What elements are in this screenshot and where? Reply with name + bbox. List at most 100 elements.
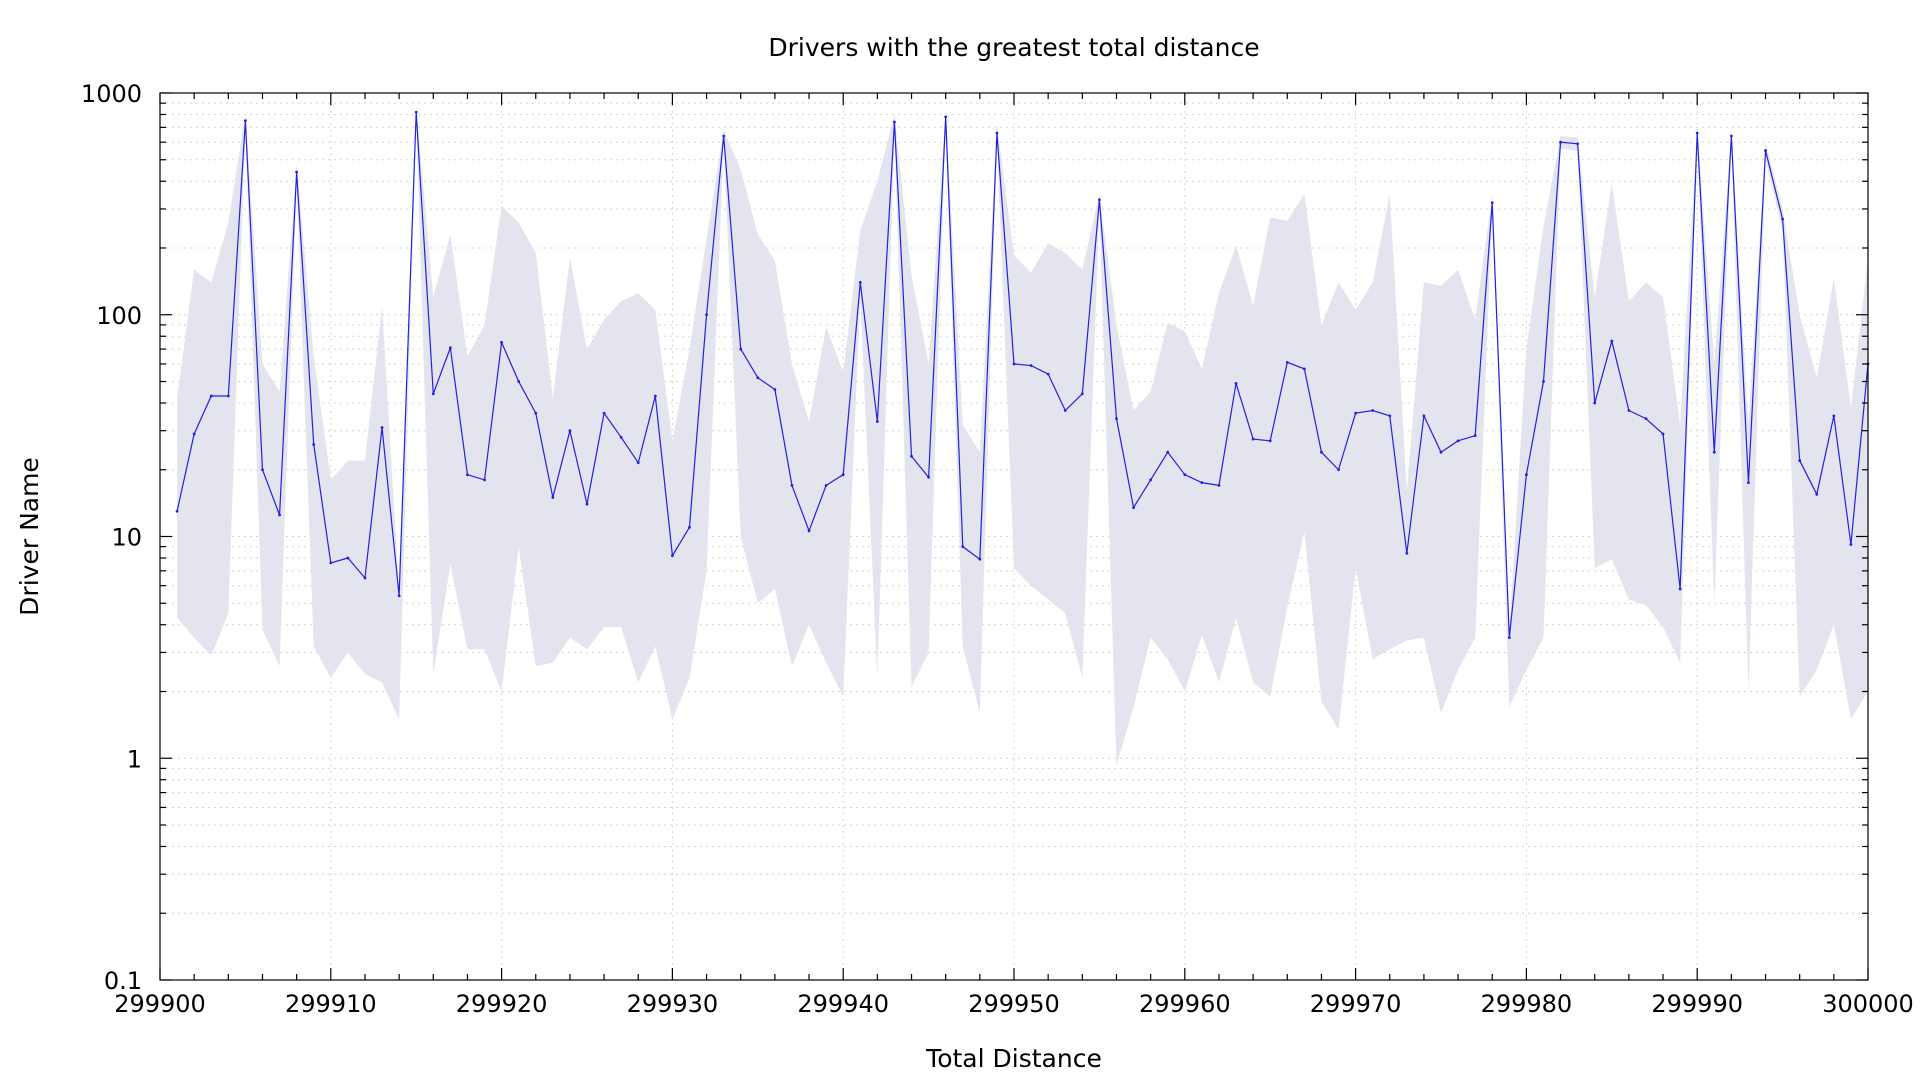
data-point bbox=[1098, 198, 1101, 202]
data-point bbox=[431, 392, 435, 396]
data-point bbox=[1388, 414, 1392, 418]
x-tick-label: 299990 bbox=[1651, 990, 1743, 1018]
x-tick-label: 299970 bbox=[1310, 990, 1402, 1018]
data-point bbox=[1729, 134, 1733, 138]
data-point bbox=[1456, 439, 1460, 443]
data-point bbox=[1695, 131, 1699, 135]
data-point bbox=[739, 347, 743, 351]
data-point bbox=[1559, 140, 1562, 144]
y-axis-title: Driver Name bbox=[15, 457, 44, 616]
data-point bbox=[1764, 149, 1767, 152]
data-point bbox=[619, 435, 623, 439]
data-point bbox=[483, 478, 486, 482]
data-point bbox=[995, 131, 999, 135]
x-axis-title: Total Distance bbox=[925, 1044, 1102, 1073]
data-point bbox=[1781, 217, 1784, 221]
data-point bbox=[756, 376, 760, 380]
data-point bbox=[944, 115, 948, 119]
data-point bbox=[1234, 382, 1238, 385]
data-point bbox=[1422, 414, 1426, 418]
data-point bbox=[636, 461, 640, 465]
x-tick-label: 299960 bbox=[1139, 990, 1231, 1018]
data-point bbox=[875, 420, 879, 423]
data-point bbox=[568, 429, 572, 433]
data-point bbox=[209, 394, 213, 398]
data-point bbox=[1251, 437, 1255, 441]
axis-ticks bbox=[159, 92, 1869, 981]
data-point bbox=[1593, 401, 1597, 405]
data-point bbox=[688, 525, 691, 529]
data-point bbox=[1200, 481, 1204, 485]
data-point bbox=[551, 496, 555, 499]
y-tick-label: 100 bbox=[96, 302, 142, 330]
data-point bbox=[1747, 481, 1750, 485]
x-tick-label: 299920 bbox=[456, 990, 548, 1018]
data-point bbox=[1473, 434, 1477, 438]
data-point bbox=[824, 484, 828, 487]
data-point bbox=[1507, 636, 1511, 639]
chart-title: Drivers with the greatest total distance bbox=[768, 33, 1259, 62]
data-point bbox=[278, 513, 281, 517]
data-point bbox=[363, 576, 367, 580]
data-point bbox=[414, 110, 418, 114]
data-point bbox=[1029, 364, 1033, 367]
data-point bbox=[1268, 439, 1272, 443]
data-point bbox=[500, 341, 503, 344]
data-point bbox=[346, 556, 350, 560]
data-point bbox=[927, 475, 930, 479]
data-point bbox=[858, 280, 862, 284]
data-point bbox=[1712, 450, 1716, 454]
data-point bbox=[448, 346, 452, 350]
x-tick-label: 299930 bbox=[627, 990, 719, 1018]
data-point bbox=[175, 509, 179, 513]
data-point bbox=[1149, 478, 1153, 482]
data-point bbox=[534, 411, 538, 415]
data-point bbox=[295, 170, 299, 174]
data-point bbox=[397, 594, 401, 598]
data-point bbox=[1661, 432, 1665, 436]
data-point bbox=[1678, 587, 1682, 591]
data-point bbox=[1217, 484, 1221, 487]
data-point bbox=[1354, 411, 1357, 415]
data-point bbox=[1183, 473, 1187, 477]
data-point bbox=[312, 443, 316, 446]
data-point bbox=[1012, 362, 1016, 366]
data-point bbox=[585, 502, 589, 506]
data-point bbox=[1115, 417, 1118, 421]
data-point bbox=[1405, 551, 1409, 555]
data-point bbox=[192, 432, 196, 436]
data-point bbox=[961, 545, 965, 549]
data-point bbox=[1576, 142, 1580, 146]
data-point bbox=[517, 380, 521, 383]
series-line bbox=[176, 112, 1869, 638]
tick-labels: 299900 299910 299920 299930 299940 299950 2999… bbox=[81, 80, 1914, 1018]
data-point bbox=[1832, 414, 1836, 418]
data-point bbox=[380, 426, 384, 429]
data-point bbox=[807, 529, 811, 533]
data-point bbox=[1849, 543, 1853, 546]
data-point bbox=[244, 119, 247, 123]
data-point bbox=[466, 473, 469, 477]
y-tick-label: 1 bbox=[127, 745, 142, 773]
x-tick-label: 299950 bbox=[968, 990, 1060, 1018]
data-point bbox=[1439, 450, 1443, 454]
data-point bbox=[671, 554, 674, 558]
data-point bbox=[978, 557, 982, 561]
data-point bbox=[773, 388, 777, 391]
x-tick-label: 299910 bbox=[285, 990, 377, 1018]
data-line bbox=[175, 110, 1870, 639]
data-point bbox=[722, 134, 726, 138]
data-point bbox=[1798, 459, 1802, 462]
data-point bbox=[1302, 367, 1306, 371]
data-point bbox=[893, 120, 896, 124]
x-tick-label: 299940 bbox=[797, 990, 889, 1018]
y-tick-label: 1000 bbox=[81, 80, 142, 108]
data-point bbox=[1815, 492, 1819, 496]
data-point bbox=[329, 561, 333, 565]
x-tick-label: 299980 bbox=[1481, 990, 1573, 1018]
data-point bbox=[790, 484, 794, 487]
data-point bbox=[1610, 339, 1614, 343]
data-point bbox=[1166, 450, 1170, 454]
data-point bbox=[910, 454, 913, 458]
